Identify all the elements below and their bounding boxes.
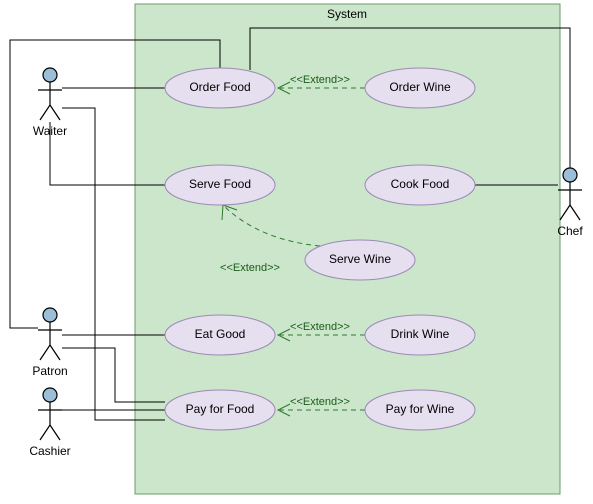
actor-patron: Patron bbox=[32, 308, 67, 378]
svg-text:Patron: Patron bbox=[32, 364, 67, 378]
svg-text:Eat Good: Eat Good bbox=[195, 327, 246, 341]
svg-text:<<Extend>>: <<Extend>> bbox=[290, 74, 350, 86]
usecase-pay-food: Pay for Food bbox=[165, 390, 275, 430]
svg-text:Cook Food: Cook Food bbox=[391, 177, 450, 191]
svg-text:Drink Wine: Drink Wine bbox=[391, 327, 450, 341]
svg-text:Waiter: Waiter bbox=[33, 124, 67, 138]
actor-waiter: Waiter bbox=[33, 68, 67, 138]
svg-text:<<Extend>>: <<Extend>> bbox=[290, 321, 350, 333]
usecase-serve-food: Serve Food bbox=[165, 165, 275, 205]
usecase-cook-food: Cook Food bbox=[365, 165, 475, 205]
usecase-order-food: Order Food bbox=[165, 68, 275, 108]
usecase-pay-wine: Pay for Wine bbox=[365, 390, 475, 430]
use-case-diagram: System <<Extend>> <<Extend>> <<Extend>> … bbox=[0, 0, 593, 504]
svg-text:Order Wine: Order Wine bbox=[389, 80, 451, 94]
svg-text:Serve Food: Serve Food bbox=[189, 177, 251, 191]
svg-text:Pay for Food: Pay for Food bbox=[186, 402, 255, 416]
usecase-order-wine: Order Wine bbox=[365, 68, 475, 108]
usecase-serve-wine: Serve Wine bbox=[305, 240, 415, 280]
svg-text:Cashier: Cashier bbox=[29, 444, 70, 458]
svg-text:Pay for Wine: Pay for Wine bbox=[386, 402, 455, 416]
actor-chef: Chef bbox=[557, 168, 583, 238]
svg-text:<<Extend>>: <<Extend>> bbox=[220, 262, 280, 274]
svg-text:Serve Wine: Serve Wine bbox=[329, 252, 391, 266]
system-title: System bbox=[327, 7, 367, 21]
svg-text:Order Food: Order Food bbox=[189, 80, 250, 94]
svg-text:Chef: Chef bbox=[557, 224, 583, 238]
usecase-drink-wine: Drink Wine bbox=[365, 315, 475, 355]
svg-text:<<Extend>>: <<Extend>> bbox=[290, 396, 350, 408]
actor-cashier: Cashier bbox=[29, 388, 70, 458]
usecase-eat-good: Eat Good bbox=[165, 315, 275, 355]
